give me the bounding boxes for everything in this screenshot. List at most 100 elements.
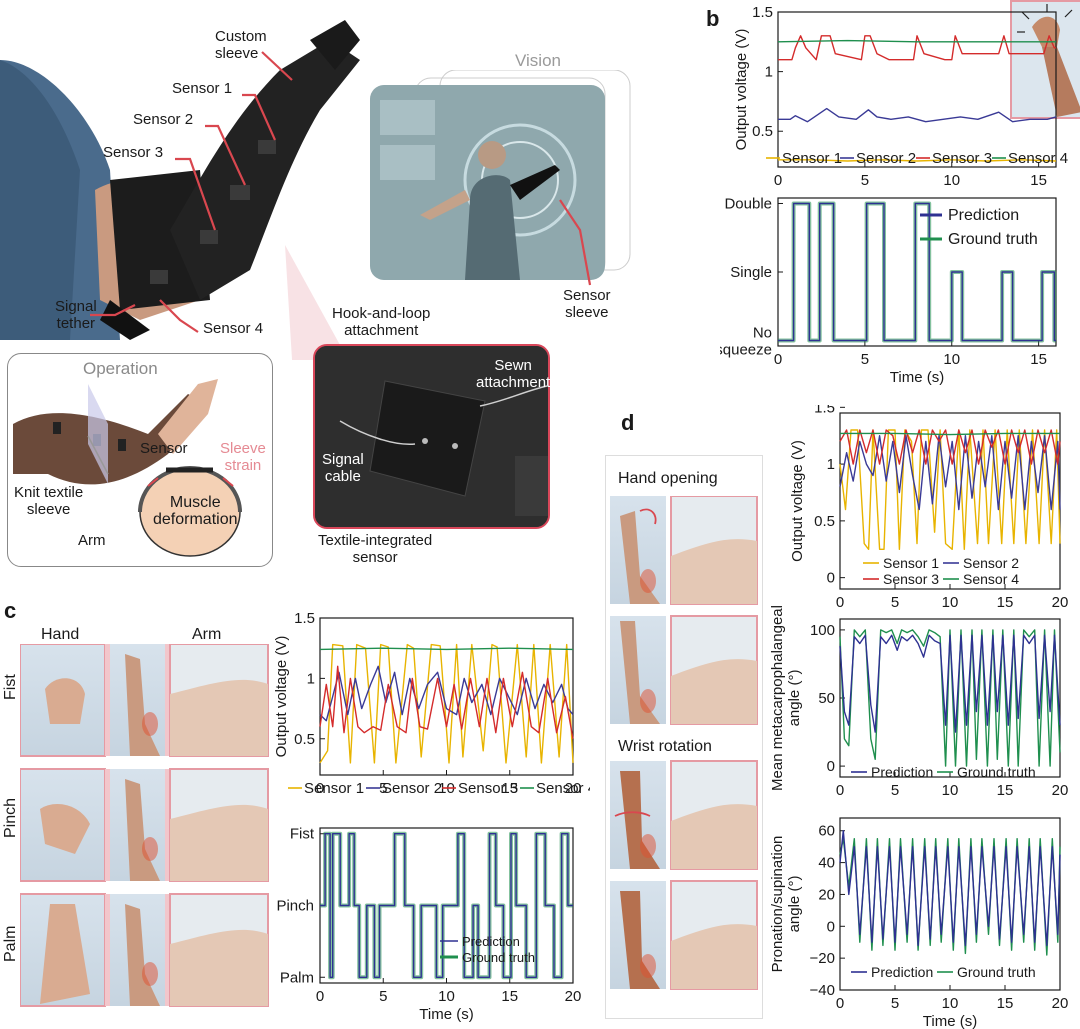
series-line [839,634,1061,733]
hook-and-loop-label: Hook-and-loop attachment [332,305,431,339]
x-tick-label: 20 [1052,594,1069,611]
textile-integrated-label: Textile-integrated sensor [318,532,433,566]
x-tick-label: 5 [379,780,387,797]
x-tick-label: 10 [942,782,959,799]
col-header-arm: Arm [192,626,222,643]
panel-d-photo-grid [610,496,758,990]
y-tick-label: 1.5 [752,4,773,21]
y-tick-label: 1 [307,670,315,687]
y-tick-label: 20 [818,886,835,903]
sensor-label: Sensor [140,440,188,457]
row-label-pinch: Pinch [2,797,19,838]
wrist-rotation-label: Wrist rotation [618,738,712,755]
y-tick-label: 1 [765,64,773,81]
panel-d-photo-frame: Hand opening Wrist rotation [605,455,763,1019]
y-category-label: No squeeze [720,325,772,359]
legend-label: Prediction [871,764,933,780]
x-tick-label: 5 [891,782,899,799]
chart-d-voltage: 0 5 10 15 20 0 0.5 1 1.5 Output voltage (V) Sensor… [789,405,1068,611]
legend-label: Ground truth [957,964,1036,980]
y-tick-label: 40 [818,855,835,872]
x-tick-label: 20 [1052,995,1069,1012]
x-tick-label: 15 [997,782,1014,799]
knit-textile-sleeve-label: Knit textile sleeve [14,484,84,518]
y-tick-label: 0 [827,758,835,775]
series-line [319,665,574,722]
y-tick-label: −40 [810,982,835,999]
plot-frame [319,617,574,776]
squeeze-hand-illustration [1017,4,1080,117]
palm-row [20,893,269,1007]
hand-opening-label: Hand opening [618,470,718,487]
series-line [778,35,1056,61]
vision-screen [370,70,635,285]
y-axis-label: Output voltage (V) [733,29,750,151]
series-line [839,435,1061,511]
legend-label: Sensor 2 [963,555,1019,571]
legend-label: Sensor 1 [883,555,939,571]
callout-line [159,299,199,333]
x-axis-label: Time (s) [890,369,944,386]
hand-opening-frame-2 [610,615,758,725]
series-line [319,643,574,764]
callout-line [242,93,277,141]
pinch-row [20,768,269,882]
x-tick-label: 0 [836,782,844,799]
x-tick-label: 15 [501,780,518,797]
legend-label: Sensor 4 [536,780,590,797]
legend-label: Sensor 1 [304,780,364,797]
series-line [319,665,574,739]
x-tick-label: 0 [836,594,844,611]
x-tick-label: 20 [565,780,582,797]
series-line [319,647,574,651]
signal-cable-label: Signal cable [322,451,364,485]
panel-d-charts: 0 5 10 15 20 0 0.5 1 1.5 Output voltage (V) Sensor… [769,405,1069,1029]
legend-label: Sensor 4 [1008,150,1068,167]
series-line [840,432,1060,436]
y-category-label: Palm [280,969,314,986]
x-tick-label: 15 [501,988,518,1005]
panel-label-c: c [4,598,17,623]
x-tick-label: 5 [379,988,387,1005]
operation-illustration [13,379,242,557]
y-tick-label: 50 [818,690,835,707]
y-tick-label: 0 [827,570,835,587]
series-line [778,202,1056,342]
x-tick-label: 15 [997,995,1014,1012]
y-category-label: Fist [290,826,315,843]
x-tick-label: 0 [316,780,324,797]
legend-label: Sensor 2 [856,150,916,167]
callout-line [261,51,293,81]
chart-c-gesture: 0 5 10 15 20 Palm Pinch Fist Time (s) PredictionG… [276,826,581,1023]
callout-line [175,157,217,231]
y-axis-label: Output voltage (V) [273,636,290,758]
y-tick-label: 1.5 [294,610,315,627]
sensor2-label: Sensor 2 [133,111,194,128]
zoom-cone [285,245,530,360]
x-tick-label: 5 [861,172,869,189]
y-axis-label: Mean metacarpophalangealangle (°) [769,605,803,791]
y-tick-label: 0 [827,918,835,935]
legend-label: Prediction [871,964,933,980]
callout-line [559,199,592,286]
x-tick-label: 15 [1030,351,1047,368]
series-line [839,629,1061,767]
muscle-deformation-label: Muscle deformation [153,494,238,528]
y-tick-label: 0.5 [752,123,773,140]
wrist-rotation-frame-1 [610,760,758,870]
x-tick-label: 10 [438,988,455,1005]
legend-label: Ground truth [462,950,535,965]
legend-label: Sensor 3 [458,780,518,797]
y-tick-label: 0.5 [294,731,315,748]
fist-hand [45,678,85,724]
x-tick-label: 5 [891,594,899,611]
series-line [778,159,1057,162]
chart-d-pronation: 0 5 10 15 20 −40 −20 0 20 40 60 Pronation/supinatio… [769,817,1069,1029]
sensor-closeup-illustration [315,346,548,527]
y-axis-label: Pronation/supinationangle (°) [769,836,803,973]
panel-label-d: d [621,410,635,435]
x-tick-label: 20 [565,988,582,1005]
series-line [839,429,1061,551]
sensor-closeup-photo [313,344,550,529]
